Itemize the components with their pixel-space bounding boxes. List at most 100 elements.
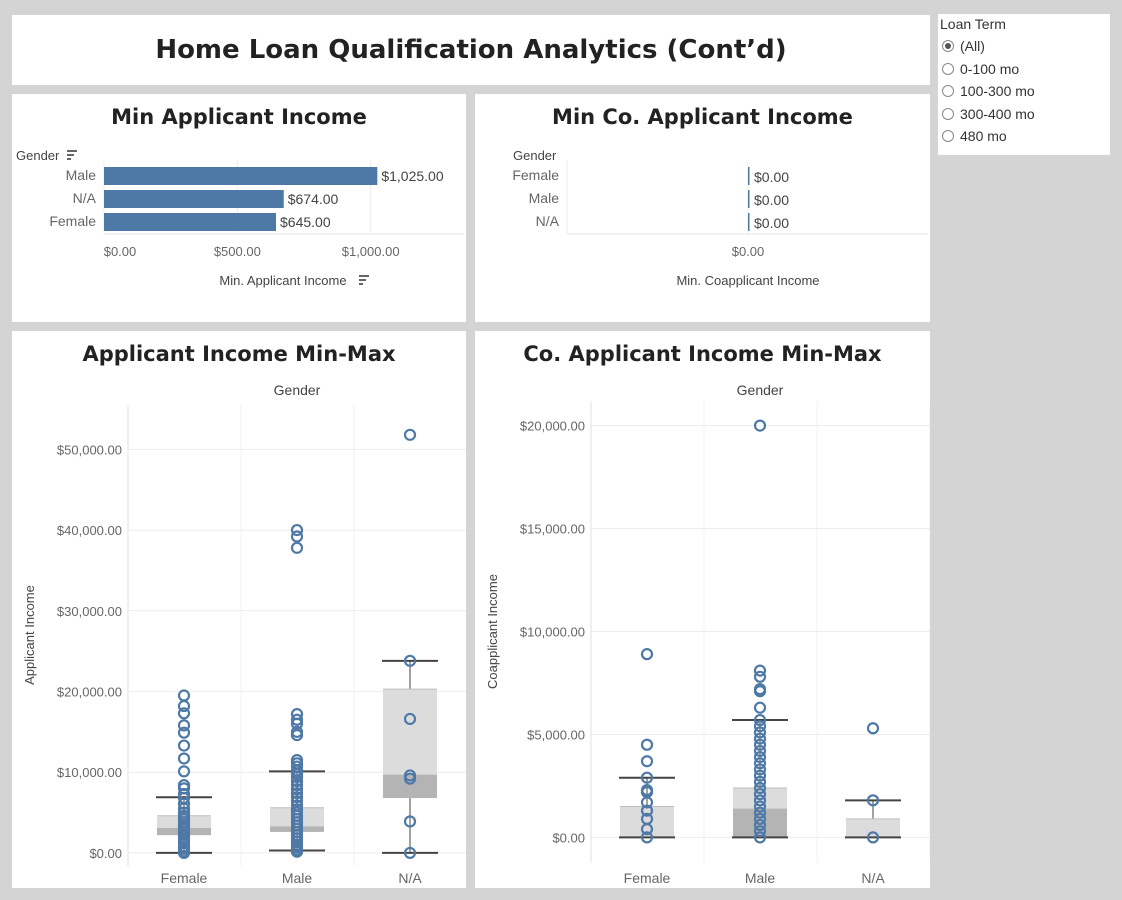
tick-label: $0.00 [89, 846, 122, 861]
data-point [403, 769, 417, 782]
category-label: Male [529, 190, 560, 206]
radio-icon[interactable] [942, 108, 954, 120]
sort-icon [67, 154, 74, 156]
category-label: Male [745, 870, 776, 886]
data-point [403, 654, 417, 667]
min-applicant-income-chart: $0.00 $500.00 $1,000.00 Gender Male $1,025.00… [16, 148, 464, 288]
data-point [753, 763, 767, 776]
coapplicant-income-box-panel: Co. Applicant Income Min-Max Gender $0.00… [475, 331, 930, 888]
category-label: Female [161, 870, 208, 886]
tick-label: $20,000.00 [57, 685, 122, 700]
data-point [753, 664, 767, 677]
chart-title: Co. Applicant Income Min-Max [523, 342, 882, 366]
data-point [290, 708, 304, 721]
filter-option-all[interactable]: (All) [942, 36, 985, 56]
data-point [753, 726, 767, 739]
data-point [290, 791, 304, 804]
data-point [753, 812, 767, 825]
radio-icon[interactable] [942, 130, 954, 142]
data-point [177, 765, 191, 778]
data-point [290, 779, 304, 792]
data-point [866, 722, 880, 735]
data-point [177, 787, 191, 801]
filter-option-480[interactable]: 480 mo [942, 126, 1007, 146]
axis-title: Min. Coapplicant Income [676, 273, 819, 288]
data-point [753, 800, 767, 813]
data-point [640, 783, 654, 797]
data-point [640, 771, 654, 784]
bar [748, 167, 750, 185]
tick-label: $50,000.00 [57, 442, 122, 457]
bar [104, 167, 378, 185]
filter-option-label: (All) [960, 38, 985, 54]
radio-selected-icon[interactable] [942, 40, 954, 52]
data-point [290, 803, 304, 816]
data-point [290, 799, 304, 812]
category-label: N/A [536, 213, 560, 229]
sort-icon [359, 283, 363, 285]
filter-option-0-100[interactable]: 0-100 mo [942, 59, 1019, 79]
data-point [290, 754, 304, 767]
data-point [753, 806, 767, 819]
radio-icon[interactable] [942, 63, 954, 75]
category-label: Female [624, 870, 671, 886]
loan-term-filter[interactable]: Loan Term (All) 0-100 mo 100-300 mo 300-… [938, 14, 1110, 155]
filter-option-100-300[interactable]: 100-300 mo [942, 81, 1035, 101]
tick-label: $10,000.00 [520, 625, 585, 640]
data-point [753, 825, 767, 838]
data-point [177, 719, 191, 732]
filter-option-label: 300-400 mo [960, 106, 1035, 122]
bar [748, 190, 750, 208]
data-point [753, 419, 767, 432]
min-coapplicant-income-chart: Gender Female $0.00 Male $0.00 N/A $0.00 $0.00 M… [512, 148, 928, 288]
chart-title: Min Co. Applicant Income [552, 105, 853, 129]
data-point [753, 732, 767, 745]
tick-label: $10,000.00 [57, 765, 122, 780]
sort-icon [67, 158, 71, 160]
category-label: Female [49, 213, 96, 229]
tick-label: $0.00 [552, 830, 585, 845]
dashboard-title: Home Loan Qualification Analytics (Cont’… [155, 35, 787, 65]
data-point [290, 783, 304, 796]
filter-option-300-400[interactable]: 300-400 mo [942, 104, 1035, 124]
data-point [177, 689, 191, 702]
data-point [640, 738, 654, 751]
data-point [753, 781, 767, 795]
data-point [403, 815, 417, 828]
sort-icon [359, 279, 366, 281]
title-panel: Home Loan Qualification Analytics (Cont’… [12, 15, 930, 85]
bar [104, 190, 284, 208]
box-lower [383, 774, 437, 799]
tick-label: $30,000.00 [57, 604, 122, 619]
data-point [403, 846, 417, 860]
category-label: N/A [398, 870, 422, 886]
min-coapplicant-income-panel: Min Co. Applicant Income Gender Female $0.… [475, 94, 930, 322]
bar [748, 213, 750, 231]
axis-header: Gender [513, 148, 557, 163]
data-point [866, 794, 880, 807]
data-point [753, 720, 767, 733]
data-point [640, 831, 654, 844]
data-point [753, 701, 767, 714]
data-label: $1,025.00 [381, 168, 443, 184]
box-upper [846, 818, 900, 838]
data-label: $0.00 [754, 215, 789, 231]
category-label: Female [512, 167, 559, 183]
data-point [753, 744, 767, 758]
radio-icon[interactable] [942, 85, 954, 97]
data-point [753, 775, 767, 788]
axis-header: Gender [16, 148, 60, 163]
data-point [290, 541, 304, 554]
data-point [177, 699, 191, 713]
data-point [640, 812, 654, 825]
data-point [177, 752, 191, 765]
category-label: Male [66, 167, 97, 183]
data-point [753, 794, 767, 807]
data-point [640, 648, 654, 661]
data-point [177, 779, 191, 792]
data-point [403, 428, 417, 441]
axis-title: Coapplicant Income [485, 574, 500, 689]
data-point [753, 769, 767, 782]
tick-label: $40,000.00 [57, 523, 122, 538]
data-point [753, 751, 767, 764]
